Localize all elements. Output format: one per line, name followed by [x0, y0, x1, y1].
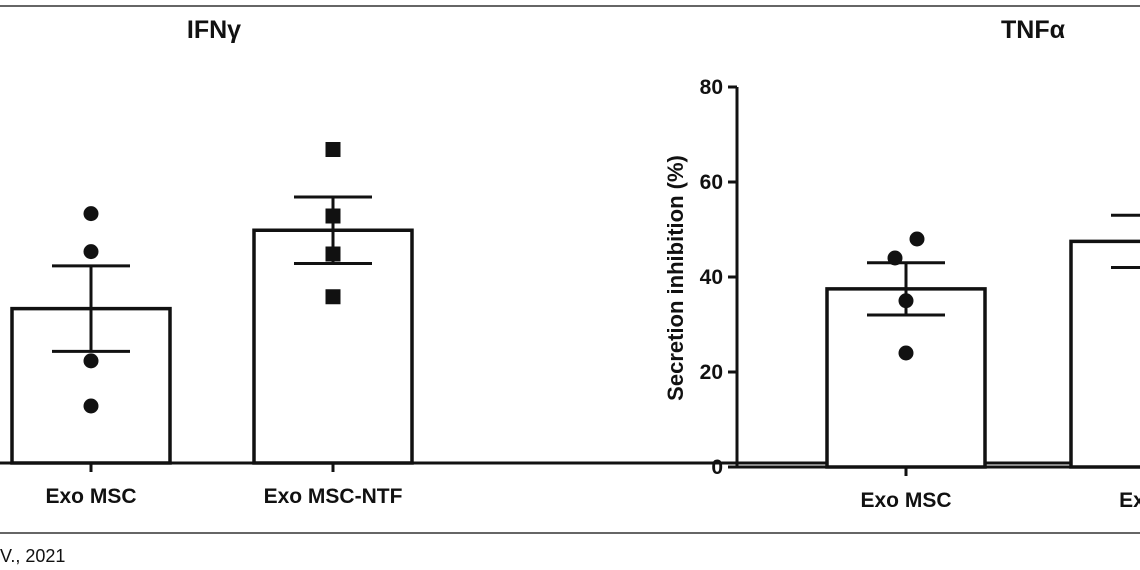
tnfa-data-point — [898, 293, 914, 309]
tnfa-chart-title: TNFα — [1001, 16, 1066, 44]
tnfa-category-label: Exo MSC — [860, 489, 951, 512]
tnfa-y-tick-label: 40 — [700, 266, 723, 289]
ifng-data-point — [325, 246, 341, 262]
tnfa-data-point — [898, 345, 914, 361]
ifng-data-point — [325, 289, 341, 305]
ifng-category-label: Exo MSC-NTF — [264, 485, 403, 508]
tnfa-data-point — [887, 250, 903, 266]
ifng-category-label: Exo MSC — [45, 485, 136, 508]
tnfa-y-tick-label: 0 — [711, 456, 723, 479]
ifng-data-point — [83, 244, 99, 260]
ifng-data-point — [325, 142, 341, 157]
tnfa-data-point — [909, 231, 925, 247]
tnfa-y-axis-label: Secretion inhibition (%) — [663, 155, 688, 401]
tnfa-chart: 0 20 40 60 80 Exo MSC Exo M — [700, 76, 1140, 512]
tnfa-category-label: Exo M — [1119, 489, 1140, 512]
ifng-data-point — [83, 398, 99, 414]
tnfa-bar — [825, 287, 987, 469]
ifng-data-point — [83, 206, 99, 222]
source-caption: V., 2021 — [0, 546, 65, 566]
ifng-chart-title: IFNγ — [187, 16, 241, 44]
tnfa-bar — [1069, 239, 1140, 469]
tnfa-y-tick-label: 80 — [700, 76, 723, 99]
ifng-chart: Exo MSC Exo MSC-NTF — [0, 142, 1140, 508]
ifng-data-point — [325, 208, 341, 224]
tnfa-y-tick-label: 20 — [700, 361, 723, 384]
ifng-data-point — [83, 353, 99, 369]
ifng-bar — [252, 228, 414, 465]
tnfa-y-tick-label: 60 — [700, 171, 723, 194]
